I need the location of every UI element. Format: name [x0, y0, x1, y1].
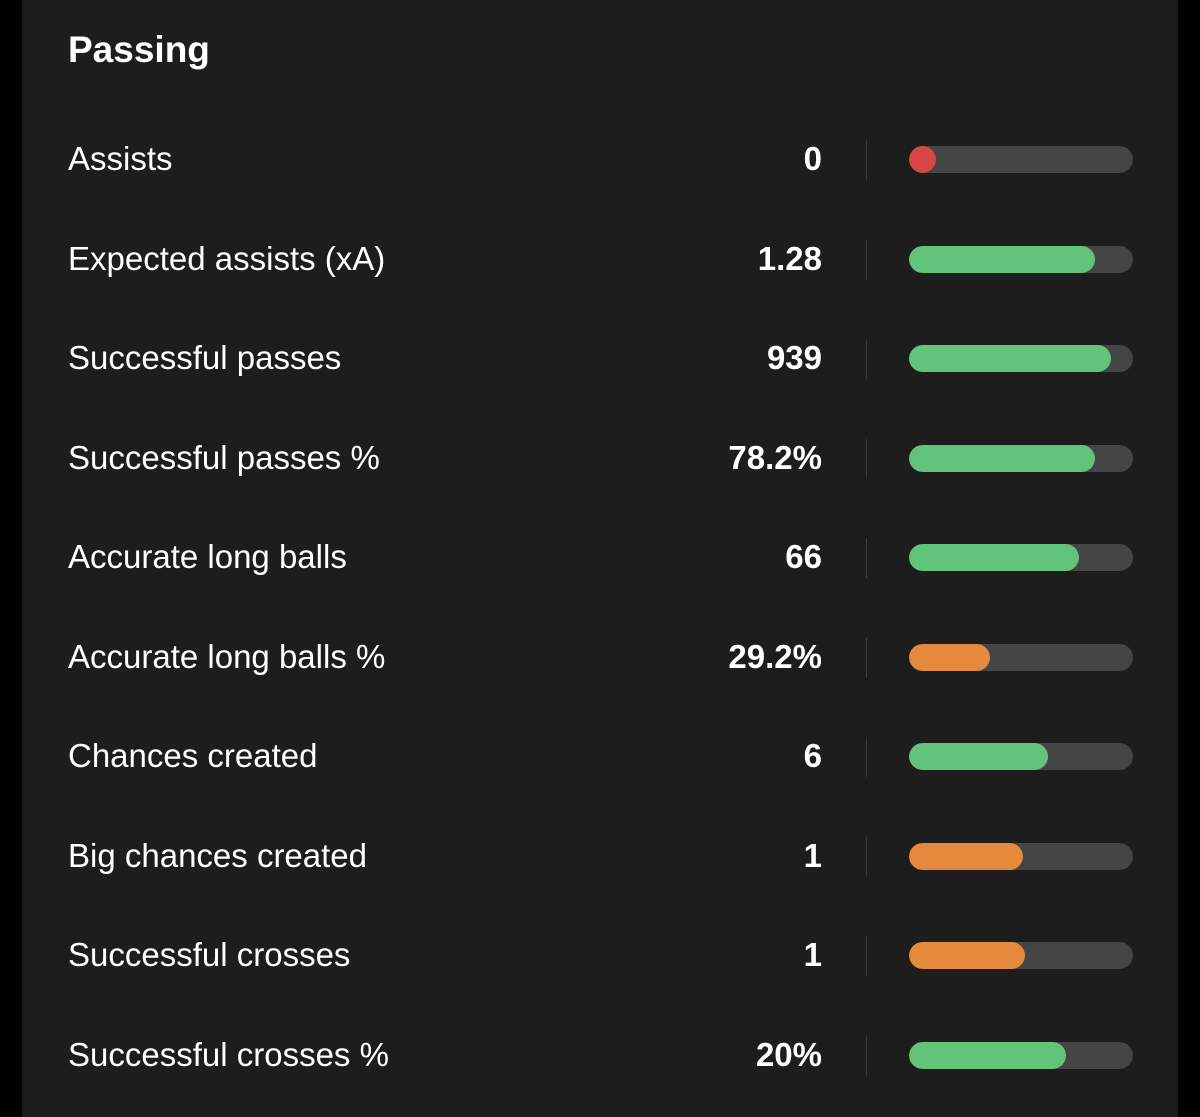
- stat-value: 66: [785, 538, 822, 575]
- percentile-bar: [909, 245, 1133, 273]
- stat-row: Accurate long balls % 29.2%: [22, 608, 1178, 708]
- stat-label: Successful crosses: [68, 936, 351, 973]
- percentile-bar: [909, 643, 1133, 671]
- percentile-bar-fill: [909, 345, 1111, 372]
- stat-label: Big chances created: [68, 836, 368, 874]
- percentile-bar-fill: [909, 942, 1025, 969]
- percentile-bar-fill: [909, 743, 1048, 770]
- percentile-bar-fill: [909, 1041, 1066, 1069]
- stat-row: Successful passes % 78.2%: [22, 409, 1178, 509]
- percentile-bar-fill: [909, 245, 1095, 273]
- stat-label: Successful passes: [68, 339, 342, 376]
- section-title: Passing: [68, 29, 210, 70]
- row-divider: [866, 239, 867, 280]
- percentile-bar: [909, 544, 1133, 571]
- stat-row: Big chances created 1: [22, 807, 1178, 907]
- row-divider: [866, 538, 867, 578]
- percentile-bar: [909, 444, 1133, 472]
- stat-value: 20%: [755, 1035, 822, 1073]
- percentile-bar-fill: [909, 146, 936, 173]
- percentile-bar: [909, 345, 1133, 372]
- stat-label: Expected assists (xA): [68, 239, 386, 277]
- row-divider: [866, 936, 867, 976]
- stat-label: Accurate long balls %: [68, 637, 386, 675]
- stat-value: 1.28: [757, 239, 822, 277]
- stat-row: Successful passes 939: [22, 309, 1178, 409]
- percentile-bar: [909, 743, 1133, 770]
- stat-value: 1: [803, 836, 822, 874]
- stat-row: Successful crosses % 20%: [22, 1006, 1178, 1106]
- stat-row: Successful crosses 1: [22, 906, 1178, 1006]
- percentile-bar-fill: [909, 544, 1079, 571]
- percentile-bar-fill: [909, 842, 1023, 870]
- row-divider: [866, 438, 867, 479]
- stat-value: 29.2%: [728, 637, 822, 675]
- row-divider: [866, 1035, 867, 1076]
- percentile-bar: [909, 942, 1133, 969]
- stat-label: Successful passes %: [68, 438, 380, 476]
- row-divider: [866, 836, 867, 877]
- stat-label: Successful crosses %: [68, 1035, 389, 1073]
- stat-row: Expected assists (xA) 1.28: [22, 210, 1178, 310]
- stat-row: Chances created 6: [22, 707, 1178, 807]
- percentile-bar-fill: [909, 444, 1095, 472]
- row-divider: [866, 637, 867, 678]
- stat-row: Assists 0: [22, 110, 1178, 210]
- stat-value: 6: [803, 737, 822, 774]
- stat-value: 0: [803, 140, 822, 177]
- percentile-bar: [909, 842, 1133, 870]
- stat-label: Chances created: [68, 737, 318, 774]
- row-divider: [866, 140, 867, 180]
- stat-label: Assists: [68, 140, 173, 177]
- percentile-bar: [909, 146, 1133, 173]
- stat-value: 939: [766, 339, 822, 376]
- stat-row: Accurate long balls 66: [22, 508, 1178, 608]
- percentile-bar: [909, 1041, 1133, 1069]
- stat-label: Accurate long balls: [68, 538, 347, 575]
- stat-value: 1: [803, 936, 822, 973]
- stats-list: Assists 0 Expected assists (xA) 1.28 Success…: [22, 110, 1178, 1105]
- stat-value: 78.2%: [728, 438, 822, 476]
- row-divider: [866, 737, 867, 777]
- row-divider: [866, 339, 867, 379]
- percentile-bar-fill: [909, 643, 990, 671]
- passing-stats-panel: Passing Assists 0 Expected assists (xA) 1.2…: [22, 0, 1178, 1117]
